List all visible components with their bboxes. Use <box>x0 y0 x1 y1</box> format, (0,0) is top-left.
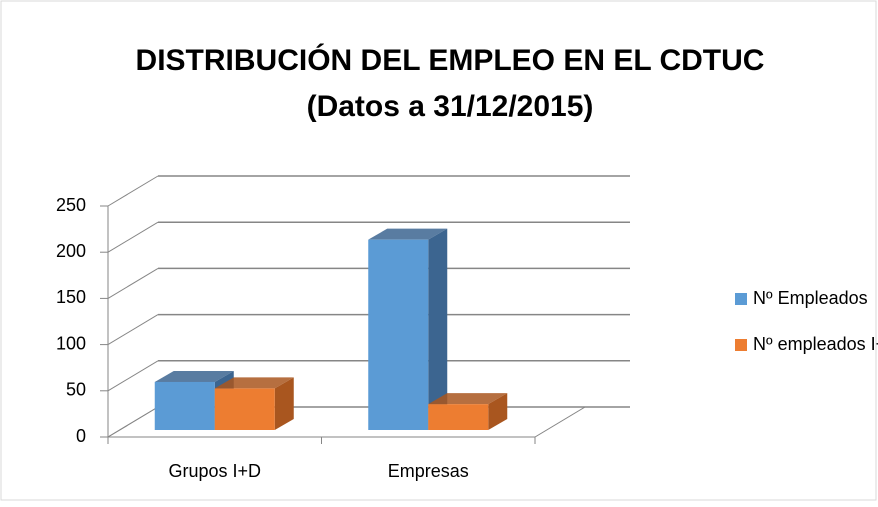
bar <box>368 239 429 430</box>
legend-label: Nº empleados I+D <box>753 334 878 354</box>
legend-swatch <box>735 339 747 351</box>
grid-side <box>107 267 159 299</box>
bar-side <box>274 377 294 430</box>
bar-top <box>154 370 234 382</box>
grid-side <box>107 175 159 207</box>
grid-side <box>107 406 159 438</box>
y-tick-label: 100 <box>56 333 86 353</box>
y-tick-label: 200 <box>56 241 86 261</box>
grid-side <box>107 221 159 253</box>
y-tick-label: 50 <box>66 380 86 400</box>
bar-side <box>488 393 508 430</box>
y-tick-label: 250 <box>56 195 86 215</box>
x-tick-label: Empresas <box>388 461 469 481</box>
bar-side <box>428 228 448 430</box>
legend-label: Nº Empleados <box>753 288 868 308</box>
y-tick-label: 0 <box>76 426 86 446</box>
bar-top <box>214 377 294 389</box>
grid-side <box>107 360 159 392</box>
bar <box>428 404 489 430</box>
legend-swatch <box>735 293 747 305</box>
bar-top <box>428 393 508 405</box>
bar <box>214 388 275 430</box>
chart-title: DISTRIBUCIÓN DEL EMPLEO EN EL CDTUC <box>136 43 765 77</box>
x-tick-label: Grupos I+D <box>168 461 261 481</box>
grid-side <box>107 314 159 346</box>
bar <box>154 381 215 430</box>
chart-subtitle: (Datos a 31/12/2015) <box>307 90 594 123</box>
bar-top <box>368 228 448 240</box>
y-tick-label: 150 <box>56 287 86 307</box>
